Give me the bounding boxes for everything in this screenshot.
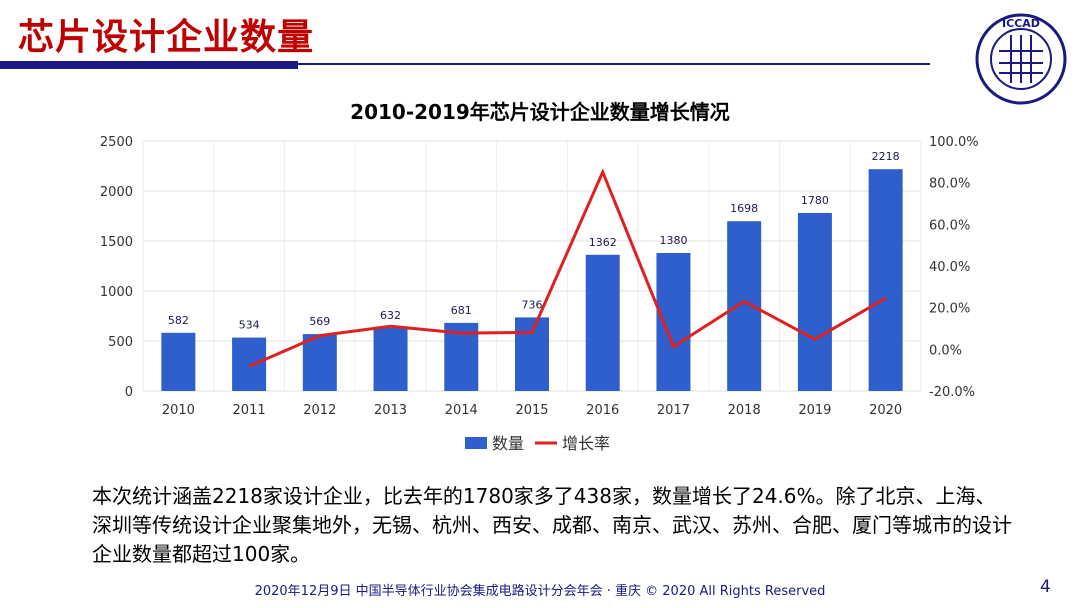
bar-2013 [373,327,408,391]
x-axis-tick: 2012 [303,403,336,418]
left-axis-tick: 500 [108,335,133,350]
title-underline-thick [0,61,298,69]
bar-2017 [656,253,691,391]
slide-title: 芯片设计企业数量 [18,17,315,58]
legend-bar-swatch [465,437,487,449]
footer: 2020年12月9日 中国半导体行业协会集成电路设计分会年会 · 重庆 © 20… [254,584,826,599]
bar-2011 [232,337,267,391]
legend-bar-label: 数量 [492,434,524,453]
bar-data-label: 2218 [872,150,900,163]
page-number: 4 [1040,577,1051,597]
right-axis-tick: -20.0% [929,385,975,400]
bar-2020 [868,169,903,391]
right-axis-tick: 0.0% [929,343,962,358]
bar-data-label: 1380 [659,234,687,247]
svg-text:ICCAD: ICCAD [1002,17,1040,30]
growth-rate-line [248,168,887,368]
x-axis-tick: 2016 [586,403,619,418]
bar-2019 [797,213,832,391]
x-axis-tick: 2013 [374,403,407,418]
x-axis-tick: 2017 [657,403,690,418]
right-axis-tick: 80.0% [929,177,970,192]
right-axis-tick: 60.0% [929,218,970,233]
legend-line-label: 增长率 [562,434,610,453]
x-axis-tick: 2018 [728,403,761,418]
x-axis-tick: 2019 [798,403,831,418]
bar-data-label: 569 [309,315,330,328]
bar-2016 [585,254,620,391]
bar-2010 [161,332,196,391]
x-axis-tick: 2010 [162,403,195,418]
bar-2012 [302,334,337,391]
title-underline-thin [298,63,930,65]
right-axis-tick: 40.0% [929,260,970,275]
bar-2015 [515,317,549,391]
bar-data-label: 534 [239,319,260,332]
left-axis-tick: 2500 [100,135,133,150]
x-axis-tick: 2014 [445,403,478,418]
chart: 0 500 1000 1500 2000 2500 -20.0% 0.0% 20.0% 40.0%… [100,135,979,453]
iccad-logo: ICCAD [975,13,1067,105]
bar-data-label: 582 [168,314,189,327]
bar-data-label: 736 [522,298,543,311]
bar-data-label: 681 [451,304,472,317]
left-axis-tick: 2000 [100,185,133,200]
body-text: 本次统计涵盖2218家设计企业，比去年的1780家多了438家，数量增长了24.… [92,484,1012,566]
bar-data-label: 1362 [589,236,617,249]
left-axis-tick: 0 [125,385,133,400]
left-axis-tick: 1000 [100,285,133,300]
right-axis-tick: 20.0% [929,302,970,317]
left-axis-tick: 1500 [100,235,133,250]
bar-data-label: 1780 [801,194,829,207]
x-axis-tick: 2015 [515,403,548,418]
right-axis-tick: 100.0% [929,135,979,150]
bar-data-label: 1698 [730,202,758,215]
x-axis-tick: 2020 [869,403,902,418]
bar-data-label: 632 [380,309,401,322]
chart-title: 2010-2019年芯片设计企业数量增长情况 [350,100,730,124]
x-axis-tick: 2011 [233,403,266,418]
